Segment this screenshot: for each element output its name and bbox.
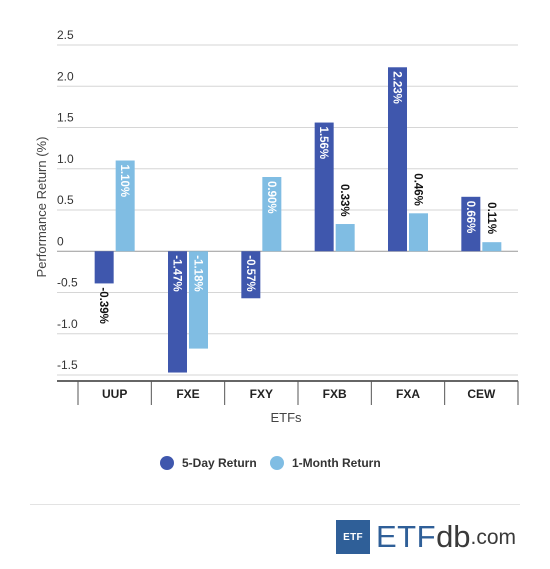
data-labels: -0.39% 1.10% -1.47% -1.18% -0.57% 0.90% 1.56% 0… [97, 71, 497, 324]
data-label: -0.57% [244, 255, 256, 291]
y-tick-label: 1.0 [57, 152, 74, 166]
category-label: FXY [250, 387, 273, 401]
bar-5day [388, 67, 407, 252]
performance-bar-chart: 2.5 2.0 1.5 1.0 0.5 0 -0.5 -1.0 -1.5 -0.39% 1.10%… [34, 28, 519, 470]
logo-com-text: .com [470, 526, 517, 549]
data-label: -0.39% [97, 287, 109, 323]
data-label: -1.47% [171, 255, 183, 291]
y-tick-label: 2.5 [57, 28, 74, 42]
legend-marker [270, 456, 284, 470]
data-label: 1.10% [118, 165, 130, 198]
y-axis-ticks: 2.5 2.0 1.5 1.0 0.5 0 -0.5 -1.0 -1.5 [57, 28, 78, 372]
legend-marker [160, 456, 174, 470]
bar-1month [262, 177, 282, 252]
bars [94, 67, 502, 373]
data-label: 1.56% [317, 127, 329, 160]
data-label: 0.90% [265, 181, 277, 214]
y-tick-label: 2.0 [57, 69, 74, 83]
data-label: -1.18% [192, 255, 204, 291]
category-label: CEW [467, 387, 496, 401]
logo-db-text: db [436, 519, 471, 554]
bar-1month [482, 242, 502, 252]
y-tick-label: -1.5 [57, 358, 78, 372]
y-tick-label: 0.5 [57, 193, 74, 207]
y-axis-title: Performance Return (%) [34, 137, 49, 278]
y-tick-label: -0.5 [57, 276, 78, 290]
legend-label: 1-Month Return [292, 456, 381, 470]
data-label: 0.11% [485, 202, 497, 234]
y-tick-label: 1.5 [57, 111, 74, 125]
category-label: UUP [102, 387, 127, 401]
category-label: FXA [396, 387, 420, 401]
y-tick-label: 0 [57, 234, 64, 248]
bar-1month [335, 224, 355, 252]
bar-5day [168, 251, 187, 373]
bar-1month [189, 251, 208, 349]
x-axis: UUP FXE FXY FXB FXA CEW [57, 380, 519, 405]
bar-5day [461, 196, 481, 252]
category-label: FXE [176, 387, 199, 401]
data-label: 0.33% [338, 184, 350, 217]
x-axis-title: ETFs [270, 410, 302, 425]
bar-5day [314, 122, 334, 252]
bar-5day [94, 251, 114, 284]
category-label: FXB [323, 387, 347, 401]
data-label: 2.23% [391, 71, 403, 104]
footer-divider [30, 504, 520, 505]
bar-1month [409, 213, 428, 252]
y-tick-label: -1.0 [57, 317, 78, 331]
legend-label: 5-Day Return [182, 456, 257, 470]
etfdb-logo: ETF ETF db .com [336, 519, 517, 554]
data-label: 0.66% [464, 201, 476, 234]
bar-1month [115, 160, 135, 252]
bar-5day [241, 251, 261, 299]
legend: 5-Day Return 1-Month Return [160, 456, 381, 470]
logo-box: ETF [336, 520, 370, 554]
data-label: 0.46% [412, 173, 424, 206]
logo-etf-text: ETF [376, 519, 437, 554]
